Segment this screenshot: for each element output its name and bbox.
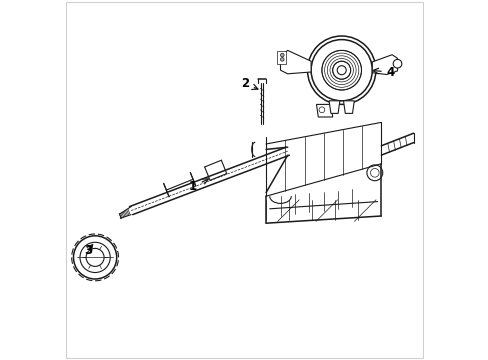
Text: 2: 2: [241, 77, 257, 90]
Polygon shape: [343, 101, 354, 113]
Circle shape: [73, 236, 117, 279]
Text: 1: 1: [188, 179, 208, 193]
Text: 4: 4: [372, 66, 394, 78]
Circle shape: [392, 59, 401, 68]
Circle shape: [280, 53, 284, 57]
Circle shape: [307, 36, 375, 104]
Polygon shape: [328, 101, 339, 113]
Circle shape: [280, 58, 284, 61]
Polygon shape: [371, 55, 397, 75]
Text: 3: 3: [84, 244, 92, 257]
Bar: [276, 51, 285, 64]
Polygon shape: [316, 104, 332, 117]
Polygon shape: [280, 50, 310, 74]
Circle shape: [337, 66, 346, 75]
